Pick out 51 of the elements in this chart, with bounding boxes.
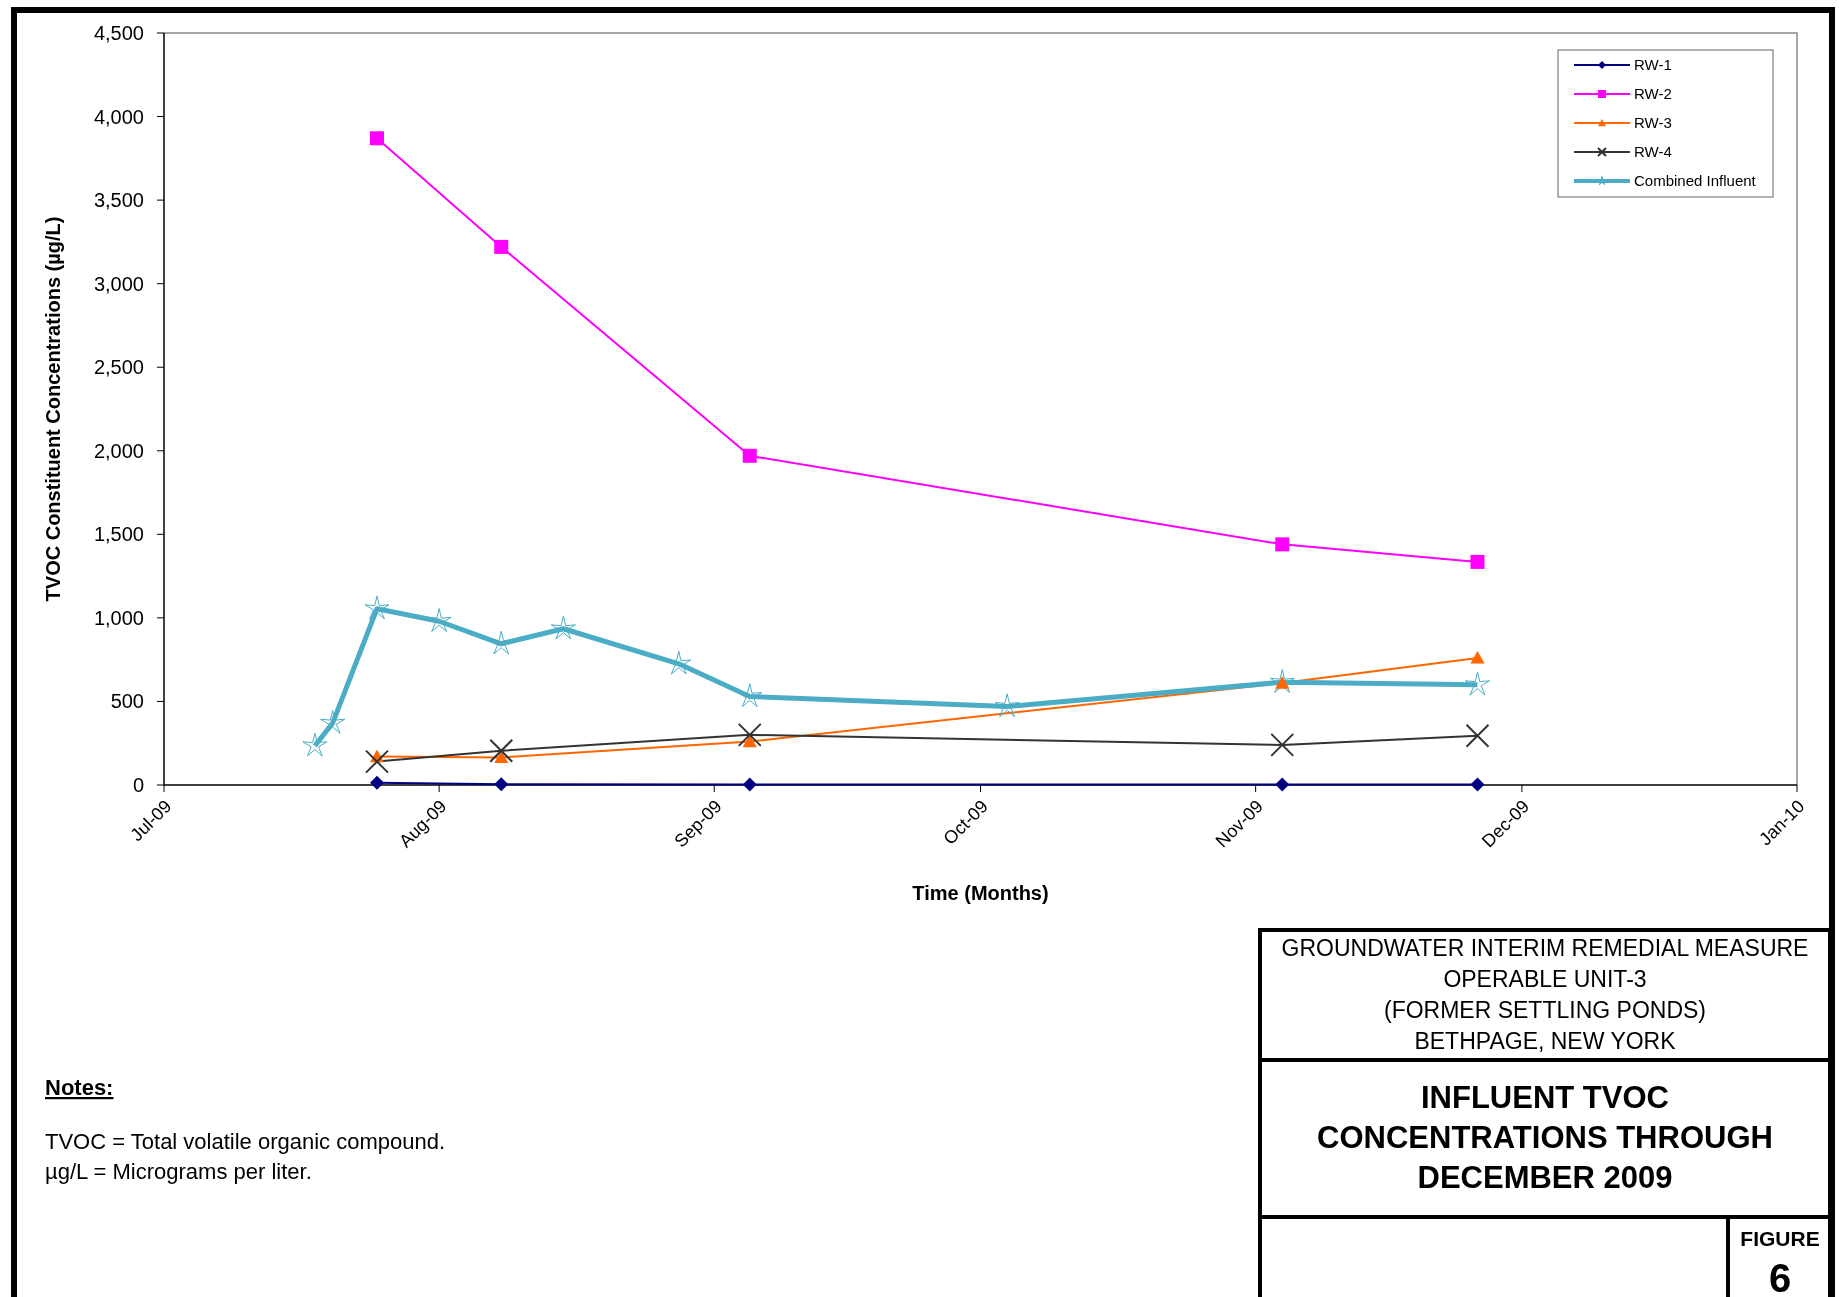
text: FIGURE xyxy=(1740,1227,1820,1250)
legend-label: RW-1 xyxy=(1634,56,1672,74)
text: 6 xyxy=(1768,1256,1792,1297)
x-axis-title: Time (Months) xyxy=(912,882,1049,904)
text: TVOC = Total volatile organic compound. xyxy=(45,1129,446,1154)
y-tick-label: 2,000 xyxy=(93,439,144,462)
point xyxy=(550,615,576,640)
legend-label: Combined Influent xyxy=(1634,172,1757,190)
point xyxy=(426,608,452,632)
point xyxy=(370,131,384,146)
legend-label: RW-2 xyxy=(1634,85,1672,103)
text: µg/L = Micrograms per liter. xyxy=(45,1159,312,1184)
y-tick-label: 3,500 xyxy=(93,189,144,212)
point xyxy=(365,749,389,774)
legend-label: RW-3 xyxy=(1634,114,1672,132)
point xyxy=(1470,651,1485,664)
point xyxy=(1470,554,1485,569)
y-tick-label: 3,000 xyxy=(93,272,144,295)
point xyxy=(742,734,757,748)
point xyxy=(302,732,328,757)
y-tick-label: 2,500 xyxy=(93,356,144,379)
point xyxy=(1464,671,1491,696)
y-tick-label: 4,000 xyxy=(93,105,144,128)
point xyxy=(494,777,509,792)
point xyxy=(494,750,509,764)
point xyxy=(737,683,763,708)
point xyxy=(742,777,757,792)
y-tick-label: 1,000 xyxy=(93,606,144,629)
point xyxy=(737,722,762,747)
point xyxy=(1275,777,1290,792)
point xyxy=(1275,537,1290,552)
point xyxy=(994,693,1020,718)
y-tick-label: 1,500 xyxy=(93,523,144,546)
y-tick-label: 4,500 xyxy=(93,22,144,44)
y-tick-label: 500 xyxy=(110,690,144,713)
point xyxy=(1270,732,1295,757)
y-axis-title: TVOC Constituent Concentrations (µg/L) xyxy=(42,216,64,602)
point xyxy=(489,738,514,763)
y-tick-label: 0 xyxy=(132,774,144,796)
point xyxy=(364,595,390,620)
point xyxy=(494,239,509,254)
text: INFLUENT TVOC CONCENTRATIONS THROUGH DECEMBER 2009 xyxy=(1317,1080,1773,1195)
text: Notes: xyxy=(45,1075,114,1100)
point xyxy=(370,775,384,790)
point xyxy=(320,710,346,734)
point xyxy=(1269,669,1295,693)
point xyxy=(742,448,757,463)
point xyxy=(1470,777,1485,792)
text: GROUNDWATER INTERIM REMEDIAL MEASURE OPERABLE UNIT-3 (FORMER SETTLING PONDS) BETHPAGE, NEW YORK xyxy=(1281,935,1809,1054)
point xyxy=(1465,723,1490,748)
legend-label: RW-4 xyxy=(1634,143,1672,161)
